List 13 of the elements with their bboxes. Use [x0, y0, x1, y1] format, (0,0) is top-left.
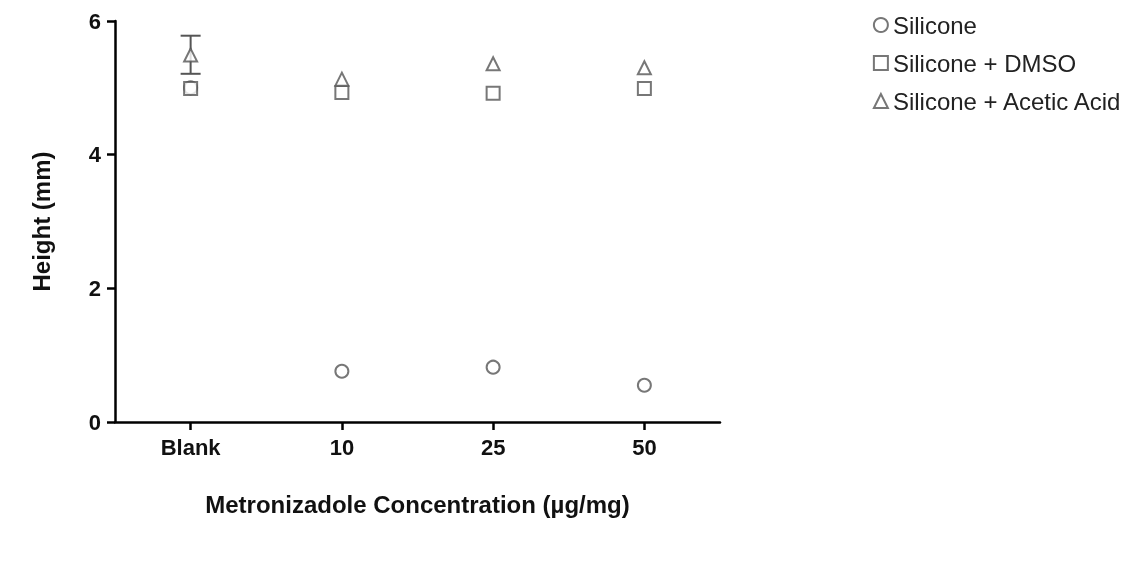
x-tick-label: 50	[632, 434, 657, 460]
y-tick-label: 6	[88, 8, 101, 34]
legend-label: Silicone	[892, 11, 977, 39]
legend-label: Silicone + Acetic Acid	[892, 87, 1121, 115]
x-tick-label: 25	[480, 434, 506, 460]
x-tick-label: Blank	[160, 434, 222, 460]
y-tick-label: 4	[88, 142, 102, 168]
x-tick-label: 10	[329, 434, 355, 460]
y-tick-label: 2	[88, 275, 101, 301]
y-tick-label: 0	[88, 409, 101, 435]
legend-label: Silicone + DMSO	[892, 49, 1077, 77]
y-axis-title: Height (mm)	[27, 151, 55, 292]
x-axis-title: Metronizadole Concentration (µg/mg)	[205, 490, 630, 518]
